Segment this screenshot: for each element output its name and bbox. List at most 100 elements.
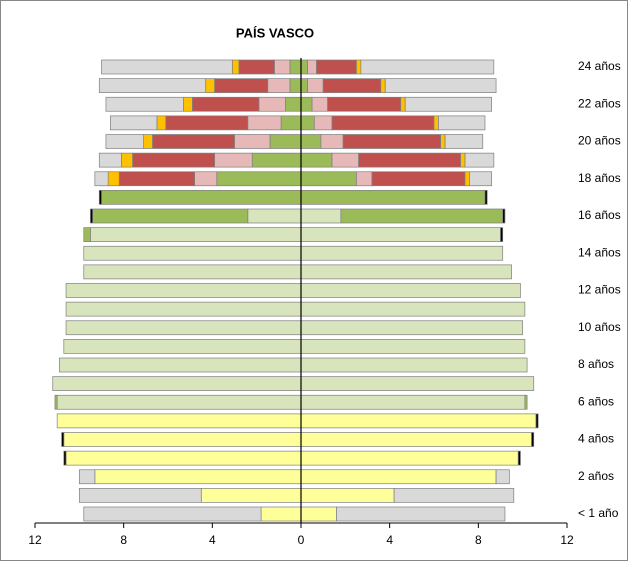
bar-segment — [61, 432, 65, 447]
bar-segment — [258, 96, 286, 112]
bar-segment — [356, 59, 362, 75]
bar-segment — [63, 339, 302, 354]
bar-segment — [118, 171, 195, 187]
bar-segment — [433, 115, 439, 131]
bar-segment — [300, 339, 526, 354]
bar-segment — [535, 413, 539, 429]
bar-segment — [460, 152, 466, 168]
bar-segment — [440, 134, 446, 149]
bar-segment — [300, 190, 486, 205]
bar-segment — [251, 152, 302, 168]
bar-segment — [94, 469, 302, 485]
y-tick-label: 20 años — [578, 134, 621, 148]
bar-segment — [83, 506, 262, 522]
bar-segment — [65, 283, 302, 298]
bar-segment — [300, 506, 337, 522]
x-tick-label: 0 — [298, 533, 305, 547]
bar-segment — [300, 264, 512, 280]
bar-segment — [300, 208, 342, 224]
bar-segment — [247, 208, 302, 224]
y-tick-label: 22 años — [578, 96, 621, 110]
bar-segment — [132, 152, 215, 168]
bar-segment — [156, 115, 167, 131]
bar-segment — [300, 115, 315, 131]
bar-segment — [165, 115, 249, 131]
y-tick-label: 8 años — [578, 357, 614, 371]
bar-segment — [280, 115, 302, 131]
bar-segment — [336, 506, 506, 522]
bar-segment — [121, 152, 133, 168]
bar-segment — [285, 96, 302, 112]
bar-segment — [90, 208, 93, 224]
bar-segment — [192, 96, 260, 112]
bar-segment — [231, 59, 240, 75]
bar-segment — [360, 59, 495, 75]
y-tick-label: 14 años — [578, 245, 621, 259]
bar-segment — [404, 96, 492, 112]
bar-segment — [152, 134, 235, 149]
bar-segment — [110, 115, 158, 131]
bar-segment — [393, 488, 515, 503]
bar-segment — [444, 134, 484, 149]
bar-segment — [524, 394, 528, 410]
bar-segment — [267, 78, 291, 93]
bar-segment — [464, 171, 470, 187]
bar-segment — [183, 96, 193, 112]
bar-segment — [300, 320, 524, 336]
bar-segment — [300, 376, 535, 391]
bar-segment — [54, 394, 58, 410]
bar-segment — [105, 96, 184, 112]
x-tick-label: 12 — [560, 533, 574, 547]
bar-segment — [194, 171, 218, 187]
bar-segment — [300, 488, 395, 503]
bar-segment — [98, 152, 122, 168]
bar-segment — [98, 78, 207, 93]
bar-segment — [300, 245, 504, 261]
chart-title: PAÍS VASCO — [236, 25, 314, 40]
bar-segment — [205, 78, 215, 93]
x-tick-label: 4 — [209, 533, 216, 547]
bar-segment — [300, 227, 501, 242]
y-tick-label: 4 años — [578, 432, 614, 446]
bar-segment — [238, 59, 275, 75]
bar-segment — [300, 134, 322, 149]
bar-segment — [274, 59, 291, 75]
bar-segment — [502, 208, 506, 224]
bar-segment — [300, 152, 333, 168]
bar-segment — [469, 171, 492, 187]
x-tick-label: 8 — [475, 533, 482, 547]
bar-segment — [101, 190, 302, 205]
bar-segment — [107, 171, 120, 187]
bar-segment — [59, 357, 302, 373]
bar-segment — [371, 171, 466, 187]
x-tick-label: 8 — [120, 533, 127, 547]
bar-segment — [83, 264, 302, 280]
bar-segment — [300, 450, 519, 466]
bar-segment — [380, 78, 386, 93]
bar-segment — [300, 171, 357, 187]
bar-segment — [56, 394, 302, 410]
bar-segment — [289, 59, 302, 75]
bar-segment — [101, 59, 233, 75]
bar-segment — [356, 171, 373, 187]
y-tick-label: 10 años — [578, 320, 621, 334]
bar-segment — [90, 227, 302, 242]
bar-segment — [63, 432, 302, 447]
bar-segment — [307, 59, 317, 75]
bar-segment — [438, 115, 486, 131]
y-tick-label: 24 años — [578, 59, 621, 73]
bar-segment — [322, 78, 382, 93]
y-tick-label: 16 años — [578, 208, 621, 222]
bar-segment — [92, 208, 249, 224]
bar-segment — [216, 171, 302, 187]
bar-segment — [300, 96, 313, 112]
y-tick-label: < 1 año — [578, 506, 619, 520]
bar-segment — [78, 469, 96, 485]
bar-segment — [65, 301, 302, 317]
bar-segment — [327, 96, 402, 112]
bar-segment — [94, 171, 109, 187]
bar-segment — [313, 115, 333, 131]
y-tick-label: 18 años — [578, 171, 621, 185]
